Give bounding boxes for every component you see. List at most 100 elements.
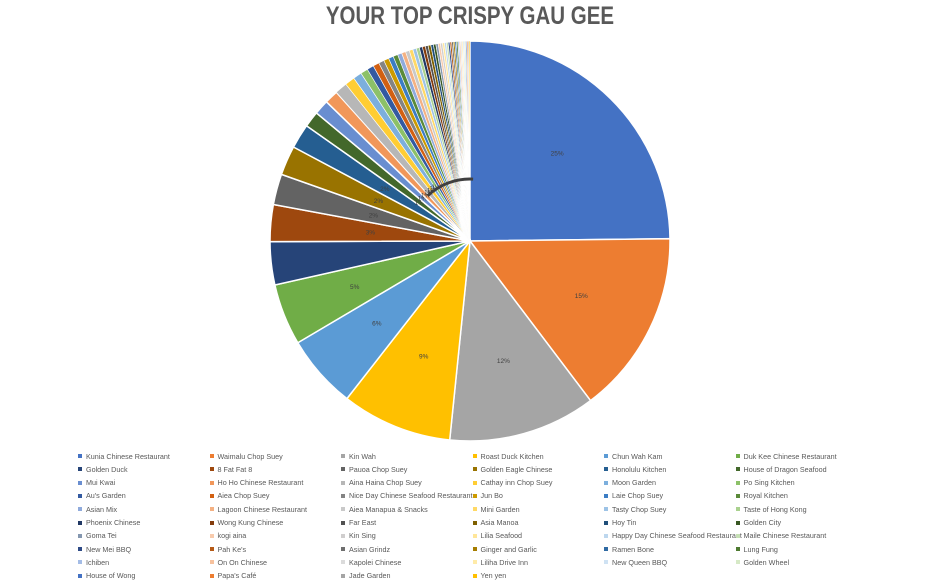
legend-item: Liliha Drive Inn: [472, 556, 528, 568]
legend-label: Golden Duck: [86, 464, 128, 474]
legend-item: Ginger and Garlic: [472, 543, 537, 555]
legend-item: Papa's Café: [209, 570, 256, 582]
legend-item: Laie Chop Suey: [604, 490, 663, 502]
legend-label: Pauoa Chop Suey: [349, 464, 408, 474]
legend-swatch: [209, 520, 214, 525]
legend-item: Ichiben: [78, 556, 109, 568]
legend-swatch: [472, 467, 477, 472]
legend-label: Moon Garden: [612, 478, 656, 488]
legend-swatch: [341, 573, 345, 578]
legend-swatch: [472, 520, 477, 525]
legend-item: Kunia Chinese Restaurant: [78, 450, 170, 462]
legend-swatch: [472, 560, 477, 565]
legend-swatch: [209, 547, 214, 552]
legend-item: Golden Wheel: [735, 556, 789, 568]
legend-item: Kapolei Chinese: [341, 556, 401, 568]
legend-label: Aiea Chop Suey: [217, 491, 270, 501]
legend-swatch: [472, 454, 477, 458]
pie-data-label: 2%: [374, 198, 384, 205]
legend-label: On On Chinese: [217, 557, 268, 567]
legend-item: Kin Sing: [341, 530, 376, 542]
legend-label: Asia Manoa: [480, 518, 519, 527]
legend-swatch: [472, 547, 477, 552]
legend-label: Wong Kung Chinese: [217, 518, 284, 527]
pie-data-label: 6%: [372, 320, 382, 327]
pie-data-label: 12%: [497, 358, 510, 365]
legend-item: House of Dragon Seafood: [735, 463, 827, 475]
legend-label: Lilia Seafood: [480, 531, 523, 541]
legend-item: Asia Manoa: [472, 517, 519, 529]
legend-item: On On Chinese: [209, 556, 268, 568]
legend-label: Laie Chop Suey: [612, 491, 664, 501]
legend-swatch: [341, 467, 345, 472]
legend-swatch: [604, 560, 608, 565]
pie-data-label: 15%: [575, 293, 588, 300]
legend-swatch: [604, 547, 608, 552]
legend-item: Jun Bo: [472, 490, 503, 502]
legend-item: Tasty Chop Suey: [604, 503, 666, 515]
legend-swatch: [209, 454, 214, 458]
legend-label: Lagoon Chinese Restaurant: [217, 504, 308, 514]
legend-swatch: [341, 507, 345, 512]
legend-label: Duk Kee Chinese Restaurant: [743, 451, 837, 461]
legend-item: Chun Wah Kam: [604, 450, 662, 462]
legend-item: Maile Chinese Restaurant: [735, 530, 826, 542]
legend-label: Kin Wah: [349, 451, 376, 461]
legend-label: Ginger and Garlic: [480, 544, 537, 554]
pie-slice: [468, 237, 671, 402]
legend-item: Far East: [341, 517, 376, 529]
legend-item: Ramen Bone: [604, 543, 654, 555]
legend-item: Yen yen: [472, 570, 507, 582]
legend-label: Kapolei Chinese: [349, 557, 402, 567]
legend-item: 8 Fat Fat 8: [209, 463, 252, 475]
legend-swatch: [78, 573, 82, 578]
legend-item: Taste of Hong Kong: [735, 503, 807, 515]
legend-label: Aiea Manapua & Snacks: [349, 504, 428, 514]
legend-item: Aiea Chop Suey: [209, 490, 270, 502]
legend-label: Yen yen: [480, 571, 507, 581]
legend-swatch: [604, 493, 608, 498]
legend-item: Lilia Seafood: [472, 530, 523, 542]
legend-item: Aiea Manapua & Snacks: [341, 503, 428, 515]
pie-data-label: 1%: [415, 200, 425, 207]
legend-label: Cathay inn Chop Suey: [480, 478, 553, 488]
legend-swatch: [472, 493, 477, 498]
pie-slice: [448, 239, 592, 442]
legend-item: Jade Garden: [341, 570, 391, 582]
legend-label: Kunia Chinese Restaurant: [86, 451, 170, 461]
legend-swatch: [78, 533, 82, 538]
legend-swatch: [735, 467, 740, 472]
legend-item: Waimalu Chop Suey: [209, 450, 283, 462]
legend-label: Asian Mix: [86, 504, 118, 514]
legend-swatch: [735, 507, 740, 512]
legend-item: Nice Day Chinese Seafood Restaurant: [341, 490, 472, 502]
legend-swatch: [735, 520, 740, 525]
legend-swatch: [209, 467, 214, 472]
legend-swatch: [341, 520, 345, 525]
legend-item: New Queen BBQ: [604, 556, 667, 568]
pie-slice: [469, 40, 671, 242]
pie-data-label: 5%: [350, 284, 360, 291]
legend-swatch: [341, 547, 345, 552]
legend-swatch: [341, 533, 345, 538]
chart-title: YOUR TOP CRISPY GAU GEE: [325, 2, 615, 30]
legend-swatch: [735, 547, 740, 552]
legend-swatch: [209, 507, 214, 512]
legend-item: Moon Garden: [604, 477, 656, 489]
legend-swatch: [209, 533, 214, 538]
legend-item: Honolulu Kitchen: [604, 463, 666, 475]
legend-label: Au's Garden: [86, 491, 126, 501]
legend-swatch: [209, 493, 214, 498]
pie-plot-area: 25%15%12%9%6%5%3%2%2%2%1%1%1%1%1%1%1%: [269, 40, 671, 442]
legend-label: Jade Garden: [349, 571, 391, 581]
legend-label: Hoy Tin: [612, 518, 637, 527]
legend-swatch: [78, 480, 82, 485]
legend-label: Mui Kwai: [86, 478, 116, 488]
legend-label: Ho Ho Chinese Restaurant: [217, 478, 304, 488]
legend-label: Aina Haina Chop Suey: [349, 478, 422, 488]
legend-item: Mini Garden: [472, 503, 520, 515]
legend-swatch: [341, 480, 345, 485]
legend-item: Goma Tei: [78, 530, 117, 542]
pie-data-label: 2%: [380, 186, 390, 193]
legend-swatch: [341, 493, 345, 498]
